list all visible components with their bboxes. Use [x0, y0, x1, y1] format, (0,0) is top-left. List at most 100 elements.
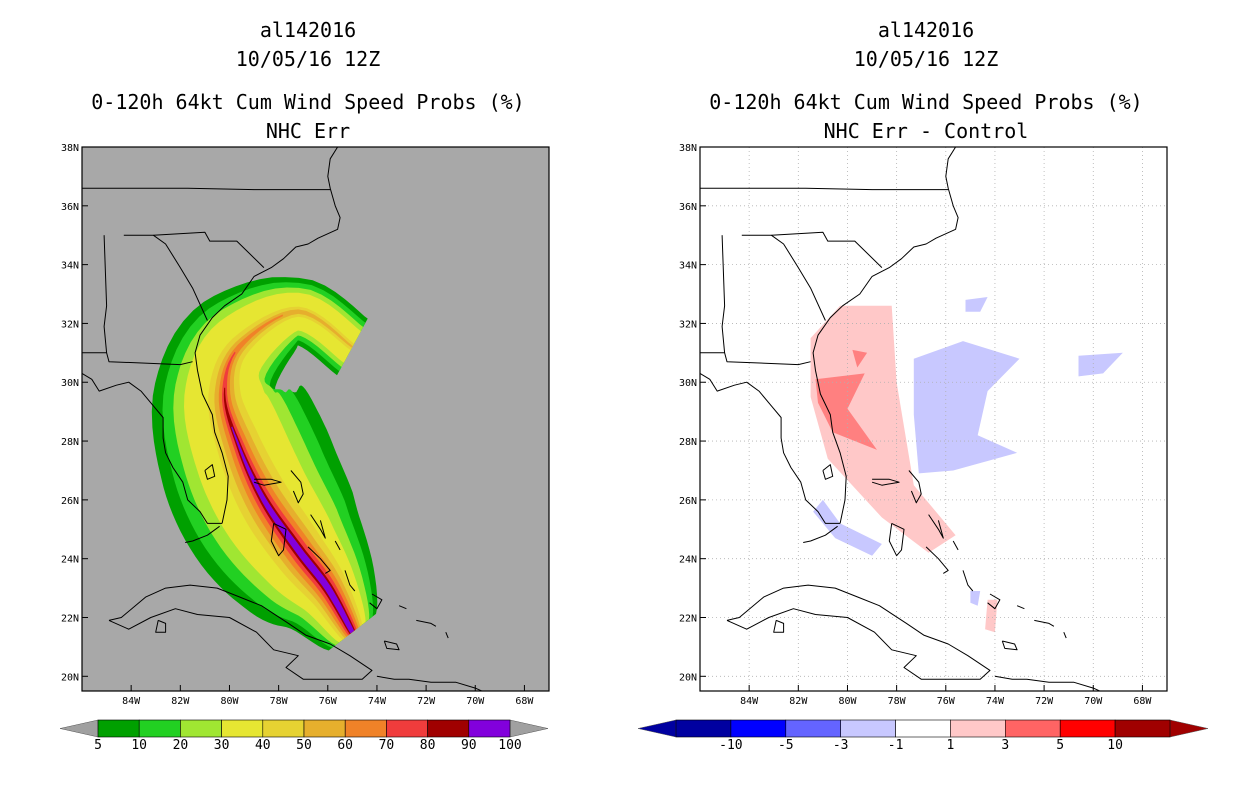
- x-tick-label: 82W: [171, 696, 190, 707]
- coastline-vaNC: [700, 187, 949, 191]
- right-axis-ticks: 84W 82W 80W 78W 76W 74W 72W 70W 68W 20N 22N 24N 26N 2…: [679, 143, 1152, 707]
- colorbar-swatch: [180, 719, 222, 738]
- colorbar-label: 1: [946, 738, 954, 753]
- coastline-grandBahama: [253, 478, 282, 486]
- x-tick-label: 76W: [319, 696, 338, 707]
- y-tick-label: 36N: [679, 202, 697, 213]
- x-tick-label: 72W: [417, 696, 436, 707]
- left-map-panel: 84W 82W 80W 78W 76W 74W 72W 70W 68W 20N 22N 24N 26N 2…: [61, 143, 550, 707]
- colorbar-label: 3: [1001, 738, 1009, 753]
- coastline-inner: [700, 352, 811, 366]
- x-tick-label: 68W: [515, 696, 534, 707]
- x-tick-label: 80W: [838, 696, 857, 707]
- colorbar-label: 40: [255, 738, 271, 753]
- left-axis-ticks: 84W 82W 80W 78W 76W 74W 72W 70W 68W 20N 22N 24N 26N 2…: [61, 143, 534, 707]
- colorbar-swatch: [1004, 719, 1061, 738]
- coastline-ncSC: [123, 231, 265, 268]
- left-subtitle: NHC Err: [266, 119, 350, 143]
- y-tick-label: 26N: [679, 496, 697, 507]
- coastline-exuma: [925, 546, 949, 574]
- colorbar-label: 20: [173, 738, 189, 753]
- colorbar-swatch: [950, 719, 1006, 738]
- colorbar-label: 100: [498, 738, 521, 753]
- coastline-ncSC: [741, 231, 883, 268]
- coastline-long: [962, 570, 974, 592]
- colorbar-swatch: [303, 719, 346, 738]
- positive-difference-region: [815, 373, 877, 450]
- y-tick-label: 22N: [679, 613, 697, 624]
- coastline-gaSC: [771, 234, 826, 321]
- negative-difference-region: [1078, 352, 1123, 377]
- coastline-gaSC: [153, 234, 208, 321]
- x-tick-label: 78W: [270, 696, 289, 707]
- colorbar-label: -1: [888, 738, 904, 753]
- x-tick-label: 74W: [368, 696, 387, 707]
- coastline-vaNC: [82, 187, 331, 191]
- coastline-lakeO: [822, 464, 834, 480]
- x-tick-label: 72W: [1035, 696, 1054, 707]
- colorbar-swatch: [895, 719, 951, 738]
- positive-difference-region: [810, 305, 956, 553]
- left-product-title: 0-120h 64kt Cum Wind Speed Probs (%): [91, 90, 524, 114]
- coastline-acklins: [987, 593, 1001, 610]
- x-tick-label: 76W: [937, 696, 956, 707]
- x-tick-label: 68W: [1133, 696, 1152, 707]
- colorbar-label: 30: [214, 738, 230, 753]
- colorbar-swatch: [221, 719, 264, 738]
- right-map-frame: [699, 146, 1168, 692]
- left-coastlines: [82, 147, 483, 691]
- colorbar-label: -10: [719, 738, 742, 753]
- colorbar-label: 80: [420, 738, 436, 753]
- coastline-cuba: [108, 584, 373, 680]
- y-tick-label: 36N: [61, 202, 79, 213]
- coastline-cat: [334, 540, 341, 551]
- probability-band-50: [214, 309, 360, 639]
- probability-band-80: [223, 387, 355, 635]
- coastline-exuma: [307, 546, 331, 574]
- y-tick-label: 32N: [679, 319, 697, 330]
- coastline-inagua: [1001, 640, 1018, 651]
- colorbar-label: -3: [833, 738, 849, 753]
- colorbar-swatch: [262, 719, 305, 738]
- coastline-isla: [773, 619, 785, 633]
- coastline-westFL: [82, 372, 223, 524]
- x-tick-label: 74W: [986, 696, 1005, 707]
- coastline-alGa: [721, 235, 726, 353]
- colorbar-label: 50: [296, 738, 312, 753]
- coastline-cuba: [726, 584, 991, 680]
- left-map-frame: [81, 146, 550, 692]
- colorbar-label: 10: [131, 738, 147, 753]
- right-difference-field: [810, 297, 1123, 633]
- y-tick-label: 28N: [679, 437, 697, 448]
- probability-band-90: [231, 426, 355, 634]
- y-tick-label: 32N: [61, 319, 79, 330]
- colorbar-label: 10: [1107, 738, 1123, 753]
- colorbar-label: -5: [778, 738, 794, 753]
- right-product-title: 0-120h 64kt Cum Wind Speed Probs (%): [709, 90, 1142, 114]
- coastline-inner: [82, 352, 193, 366]
- right-subtitle: NHC Err - Control: [824, 119, 1029, 143]
- colorbar-swatch: [1114, 719, 1171, 738]
- y-tick-label: 24N: [679, 555, 697, 566]
- coastline-acklins: [369, 593, 383, 610]
- coastline-turks: [1063, 632, 1067, 639]
- coastline-abaco: [908, 470, 922, 504]
- coastline-lakeO: [204, 464, 216, 480]
- negative-difference-region: [965, 297, 988, 312]
- coastline-eleuthera: [928, 514, 944, 539]
- colorbar-swatch: [97, 719, 140, 738]
- colorbar-swatch: [344, 719, 387, 738]
- y-tick-label: 26N: [61, 496, 79, 507]
- coastline-hisp: [376, 675, 483, 691]
- colorbar-high-arrow: [509, 719, 549, 738]
- y-tick-label: 22N: [61, 613, 79, 624]
- coastline-eastCoast: [812, 147, 959, 524]
- x-tick-label: 78W: [888, 696, 907, 707]
- left-storm-id: al142016: [260, 18, 356, 42]
- colorbar-swatch: [785, 719, 841, 738]
- coastline-long: [344, 570, 356, 592]
- coastline-grandBahama: [871, 478, 900, 486]
- coastline-eleuthera: [310, 514, 326, 539]
- coastline-westFL: [700, 372, 841, 524]
